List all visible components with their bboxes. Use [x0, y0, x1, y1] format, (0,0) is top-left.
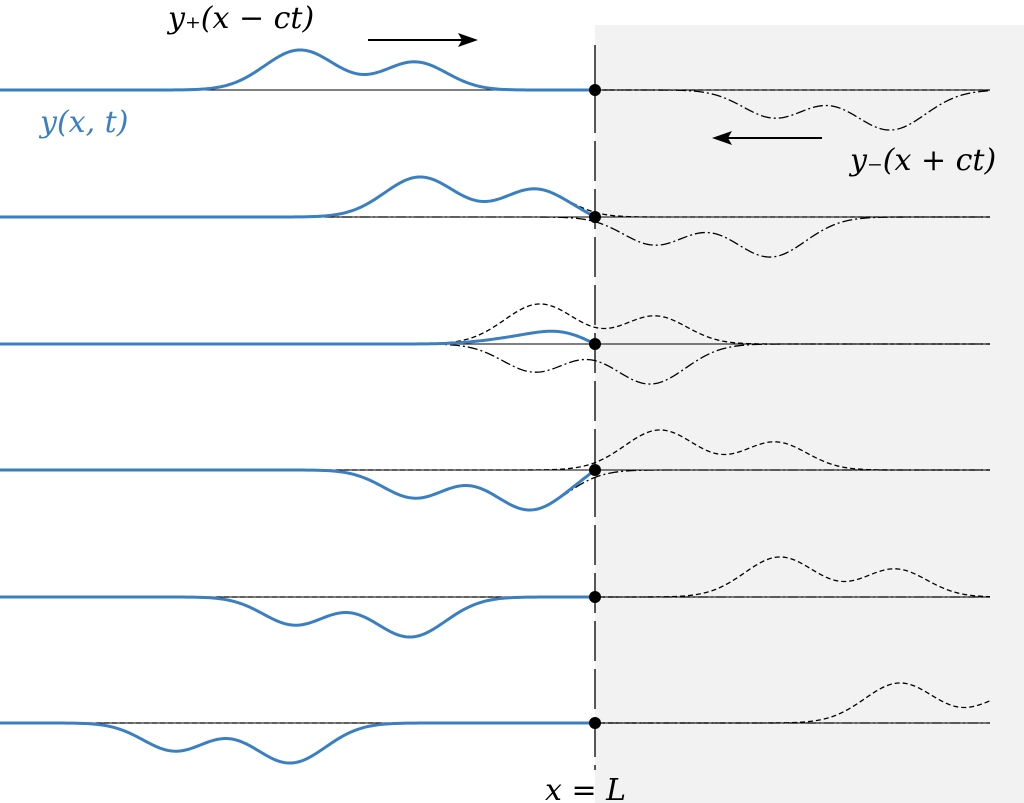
boundary-label: x = L	[545, 773, 626, 803]
left-arrow	[712, 131, 822, 145]
boundary-point	[589, 211, 601, 223]
boundary-point	[589, 591, 601, 603]
right-arrow	[368, 33, 478, 47]
reflected-label: y₋(x + ct)	[848, 143, 996, 178]
boundary-point	[589, 717, 601, 729]
boundary-point	[589, 464, 601, 476]
total-wave	[0, 468, 595, 512]
incoming-label: y₊(x − ct)	[166, 1, 314, 36]
total-wave	[0, 595, 594, 639]
total-wave	[0, 175, 595, 219]
incoming-wave	[0, 682, 991, 724]
total-wave	[0, 48, 594, 92]
boundary-point	[589, 84, 601, 96]
boundary-point	[589, 338, 601, 350]
total-label: y(x, t)	[38, 105, 128, 140]
boundary-region	[595, 25, 1024, 803]
total-wave	[0, 329, 595, 346]
total-wave	[0, 721, 594, 765]
snapshots	[0, 48, 991, 765]
